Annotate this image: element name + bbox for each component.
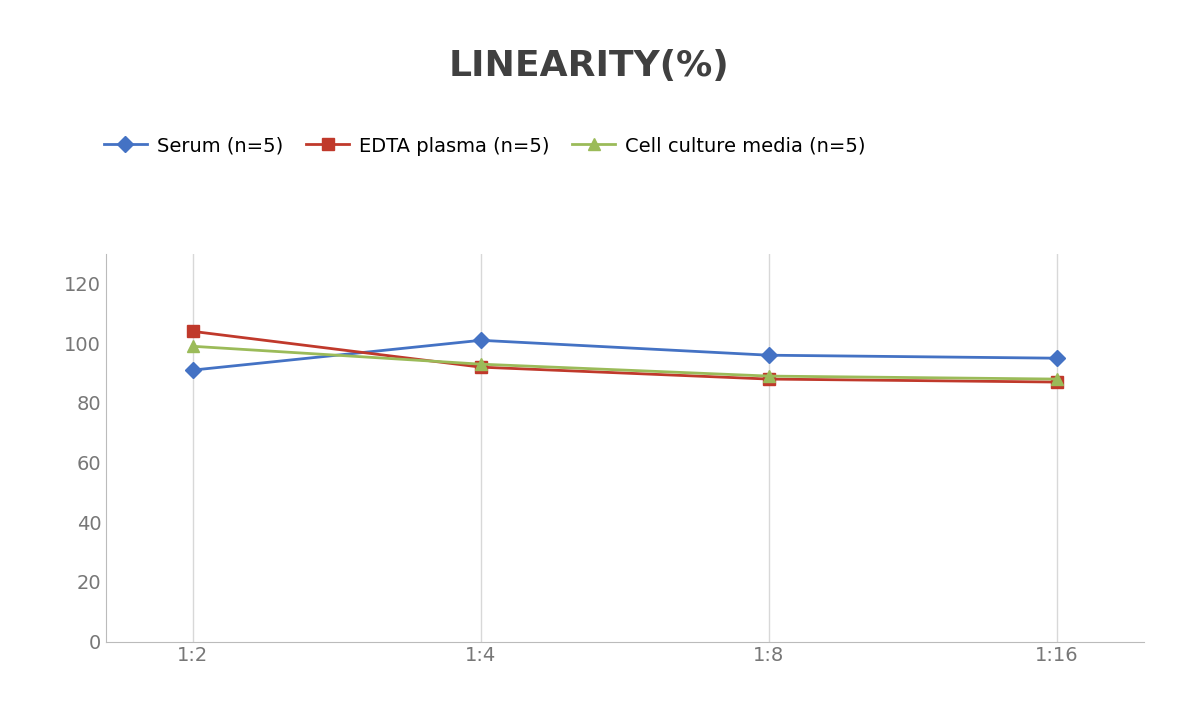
Legend: Serum (n=5), EDTA plasma (n=5), Cell culture media (n=5): Serum (n=5), EDTA plasma (n=5), Cell cul… xyxy=(104,137,865,156)
Serum (n=5) xyxy=(762,351,776,360)
Cell culture media (n=5) xyxy=(474,360,488,369)
Line: EDTA plasma (n=5): EDTA plasma (n=5) xyxy=(187,326,1062,388)
Cell culture media (n=5) xyxy=(762,372,776,380)
Serum (n=5) xyxy=(185,366,199,374)
EDTA plasma (n=5) xyxy=(1050,378,1065,386)
EDTA plasma (n=5) xyxy=(762,375,776,384)
Serum (n=5) xyxy=(474,336,488,345)
EDTA plasma (n=5) xyxy=(185,327,199,336)
Serum (n=5) xyxy=(1050,354,1065,362)
Line: Cell culture media (n=5): Cell culture media (n=5) xyxy=(187,341,1062,385)
Line: Serum (n=5): Serum (n=5) xyxy=(187,335,1062,376)
Text: LINEARITY(%): LINEARITY(%) xyxy=(449,49,730,83)
Cell culture media (n=5) xyxy=(1050,375,1065,384)
EDTA plasma (n=5) xyxy=(474,363,488,372)
Cell culture media (n=5) xyxy=(185,342,199,350)
